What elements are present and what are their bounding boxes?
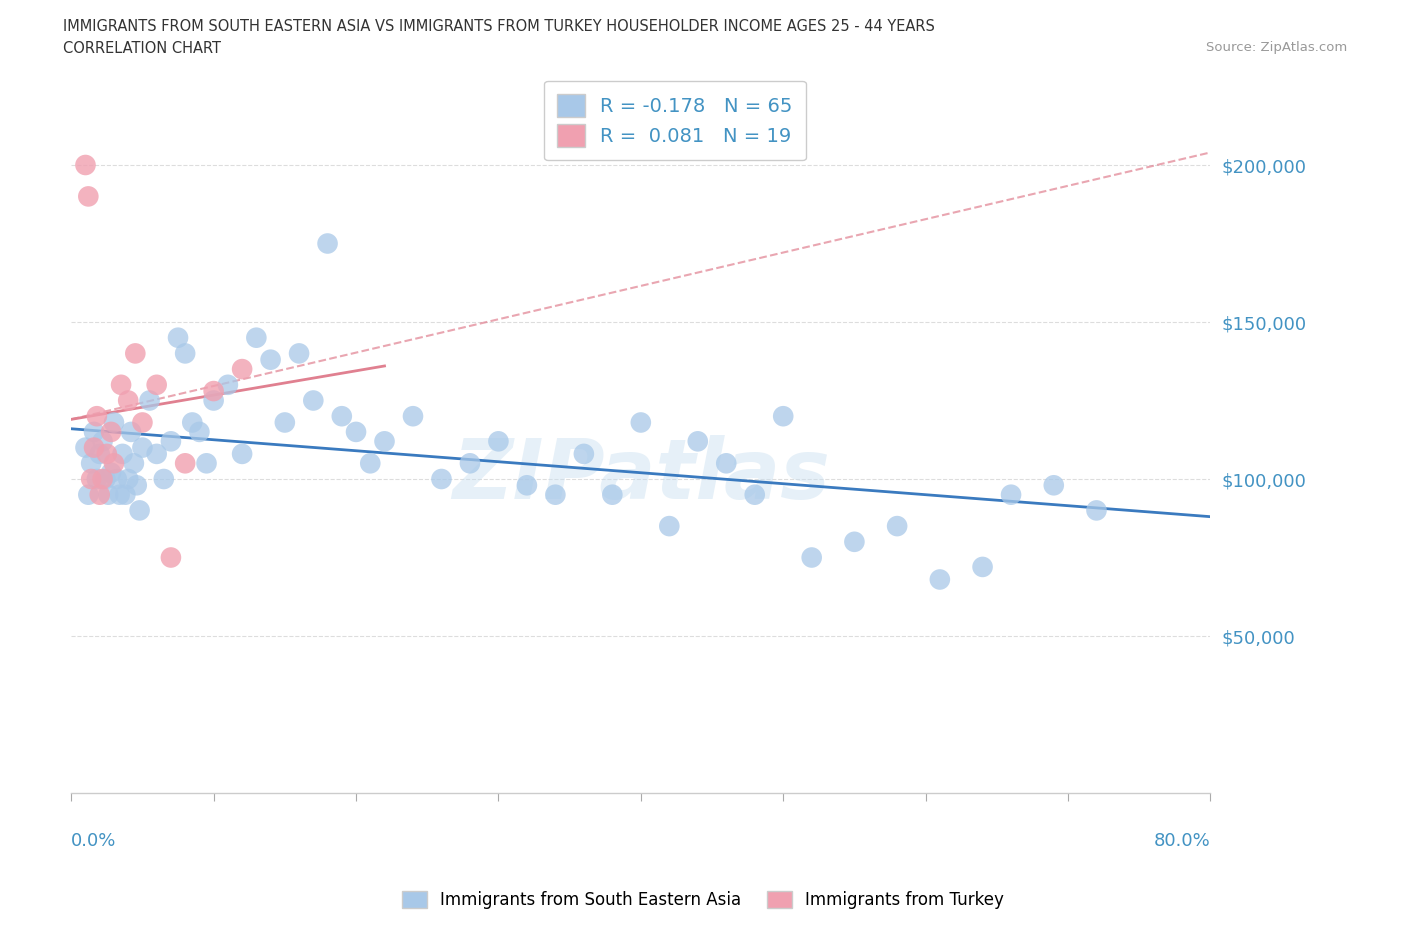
Legend: Immigrants from South Eastern Asia, Immigrants from Turkey: Immigrants from South Eastern Asia, Immi… <box>394 883 1012 917</box>
Point <box>1000 487 1022 502</box>
Point <box>117 472 139 486</box>
Point <box>128 503 150 518</box>
Point <box>80 472 103 486</box>
Point <box>686 434 709 449</box>
Point <box>181 415 204 430</box>
Point <box>288 346 311 361</box>
Point <box>330 409 353 424</box>
Point <box>402 409 425 424</box>
Point <box>202 393 225 408</box>
Point <box>111 446 134 461</box>
Point <box>245 330 267 345</box>
Point <box>972 560 994 575</box>
Point <box>152 472 174 486</box>
Point <box>160 550 183 565</box>
Point <box>94 472 117 486</box>
Point <box>1042 478 1064 493</box>
Text: 0.0%: 0.0% <box>72 832 117 850</box>
Point <box>96 446 118 461</box>
Point <box>105 472 128 486</box>
Point <box>716 456 738 471</box>
Point <box>202 384 225 399</box>
Point <box>630 415 652 430</box>
Point <box>77 189 100 204</box>
Point <box>97 487 120 502</box>
Point <box>91 434 114 449</box>
Point <box>131 440 153 455</box>
Point <box>86 472 108 486</box>
Point <box>131 415 153 430</box>
Point <box>110 378 132 392</box>
Point <box>231 446 253 461</box>
Legend: R = -0.178   N = 65, R =  0.081   N = 19: R = -0.178 N = 65, R = 0.081 N = 19 <box>544 81 806 161</box>
Point <box>344 424 367 439</box>
Point <box>125 478 148 493</box>
Point <box>217 378 239 392</box>
Point <box>138 393 160 408</box>
Point <box>100 424 122 439</box>
Point <box>75 440 97 455</box>
Text: 80.0%: 80.0% <box>1154 832 1211 850</box>
Text: CORRELATION CHART: CORRELATION CHART <box>63 41 221 56</box>
Point <box>188 424 211 439</box>
Point <box>80 456 103 471</box>
Point <box>658 519 681 534</box>
Point <box>373 434 395 449</box>
Point <box>103 415 125 430</box>
Point <box>174 456 197 471</box>
Point <box>75 157 97 172</box>
Text: ZIPatlas: ZIPatlas <box>451 434 830 516</box>
Point <box>359 456 381 471</box>
Point <box>844 535 866 550</box>
Point <box>302 393 325 408</box>
Point <box>259 352 281 367</box>
Point <box>89 487 111 502</box>
Point <box>928 572 950 587</box>
Point <box>145 378 167 392</box>
Point <box>117 393 139 408</box>
Point <box>1085 503 1108 518</box>
Point <box>89 446 111 461</box>
Point <box>316 236 339 251</box>
Point <box>744 487 766 502</box>
Point <box>274 415 297 430</box>
Point <box>231 362 253 377</box>
Point <box>122 456 145 471</box>
Point <box>108 487 131 502</box>
Point <box>124 346 146 361</box>
Point <box>886 519 908 534</box>
Point <box>83 424 105 439</box>
Point <box>486 434 509 449</box>
Point <box>544 487 567 502</box>
Point <box>160 434 183 449</box>
Point <box>77 487 100 502</box>
Point <box>174 346 197 361</box>
Point <box>86 409 108 424</box>
Point <box>114 487 136 502</box>
Point <box>572 446 595 461</box>
Point <box>100 465 122 480</box>
Point <box>167 330 190 345</box>
Point <box>83 440 105 455</box>
Point <box>103 456 125 471</box>
Point <box>602 487 624 502</box>
Point <box>195 456 218 471</box>
Point <box>430 472 453 486</box>
Point <box>145 446 167 461</box>
Text: IMMIGRANTS FROM SOUTH EASTERN ASIA VS IMMIGRANTS FROM TURKEY HOUSEHOLDER INCOME : IMMIGRANTS FROM SOUTH EASTERN ASIA VS IM… <box>63 19 935 33</box>
Point <box>516 478 538 493</box>
Point <box>91 472 114 486</box>
Point <box>800 550 823 565</box>
Point <box>458 456 481 471</box>
Text: Source: ZipAtlas.com: Source: ZipAtlas.com <box>1206 41 1347 54</box>
Point <box>120 424 142 439</box>
Point <box>772 409 794 424</box>
